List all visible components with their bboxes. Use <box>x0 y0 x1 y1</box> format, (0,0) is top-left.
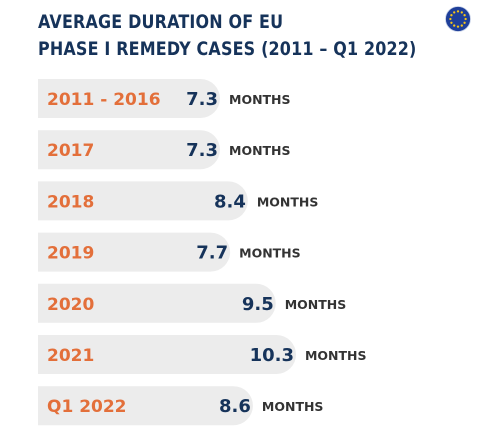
unit-label: MONTHS <box>239 246 301 261</box>
value-label: 7.3 <box>186 89 218 110</box>
eu-flag-star <box>449 17 452 21</box>
bar <box>38 130 220 170</box>
eu-flag-star <box>464 17 467 21</box>
eu-flag-star <box>450 21 453 24</box>
bar-row: 2019 7.7 MONTHS <box>38 232 301 272</box>
bar <box>38 335 296 374</box>
bar-group: 2011 - 2016 7.3 MONTHS 2017 7.3 MONTHS 2018 8.4… <box>38 79 367 426</box>
eu-flag-star <box>453 24 456 27</box>
bar-row: Q1 2022 8.6 MONTHS <box>38 386 324 426</box>
bar <box>38 181 248 221</box>
unit-label: MONTHS <box>262 399 324 414</box>
value-label: 9.5 <box>242 294 274 315</box>
value-label: 8.6 <box>219 396 251 417</box>
category-label: Q1 2022 <box>47 397 127 417</box>
chart-title: AVERAGE DURATION OF EU PHASE I REMEDY CA… <box>38 9 417 63</box>
bar-row: 2017 7.3 MONTHS <box>38 130 291 170</box>
unit-label: MONTHS <box>257 194 319 209</box>
eu-flag-star <box>460 11 463 14</box>
value-label: 8.4 <box>214 191 246 212</box>
bar-row: 2018 8.4 MONTHS <box>38 181 319 221</box>
eu-flag-icon <box>445 6 471 32</box>
unit-label: MONTHS <box>229 143 291 158</box>
eu-flag-star <box>453 11 456 14</box>
eu-flag-star <box>463 21 466 24</box>
eu-flag-star <box>456 25 460 28</box>
bar-row: 2021 10.3 MONTHS <box>38 335 367 374</box>
bar <box>38 283 276 323</box>
unit-label: MONTHS <box>229 92 291 107</box>
eu-flag-star <box>450 14 453 17</box>
value-label: 7.7 <box>196 243 228 264</box>
bar <box>38 79 220 118</box>
value-label: 7.3 <box>186 140 218 161</box>
unit-label: MONTHS <box>285 297 347 312</box>
value-label: 10.3 <box>250 345 294 366</box>
eu-flag-star <box>456 10 460 13</box>
bar-row: 2020 9.5 MONTHS <box>38 283 347 323</box>
category-label: 2017 <box>47 141 94 161</box>
eu-flag-star <box>463 14 466 17</box>
category-label: 2018 <box>47 192 94 212</box>
chart-title-line-2: PHASE I REMEDY CASES (2011 – Q1 2022) <box>38 38 417 60</box>
unit-label: MONTHS <box>305 348 367 363</box>
eu-flag-star <box>460 24 463 27</box>
category-label: 2011 - 2016 <box>47 90 161 110</box>
bar <box>38 386 253 426</box>
category-label: 2020 <box>47 295 94 315</box>
bar <box>38 232 231 272</box>
eu-flag-background <box>445 6 471 32</box>
category-label: 2021 <box>47 346 94 366</box>
bar-row: 2011 - 2016 7.3 MONTHS <box>38 79 291 118</box>
eu-flag-stars <box>449 10 467 28</box>
category-label: 2019 <box>47 244 94 264</box>
chart-title-line-1: AVERAGE DURATION OF EU <box>38 11 284 33</box>
